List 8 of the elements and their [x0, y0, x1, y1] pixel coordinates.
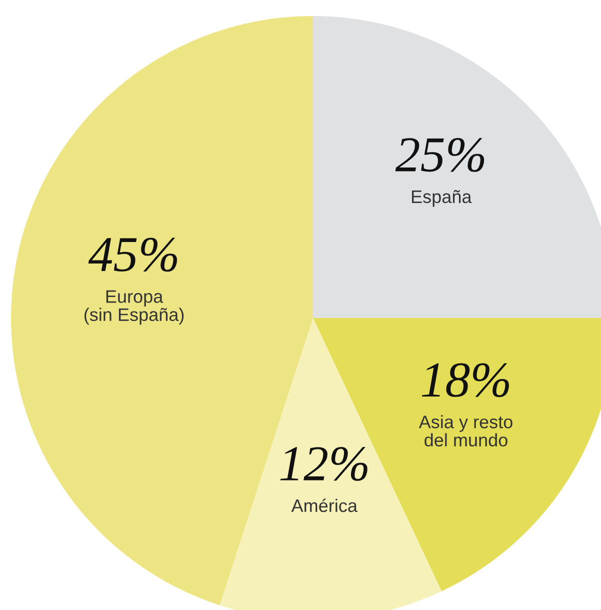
data-label: 45% — [88, 238, 178, 272]
data-label: 25% — [395, 138, 484, 172]
slice-label: Europa (sin España) — [84, 290, 184, 325]
slice-label: España — [412, 190, 472, 207]
data-label: 18% — [422, 363, 509, 398]
data-label: 12% — [280, 446, 368, 481]
slice-label: América — [291, 498, 358, 512]
slice-label: Asia y resto del mundo — [418, 415, 512, 446]
